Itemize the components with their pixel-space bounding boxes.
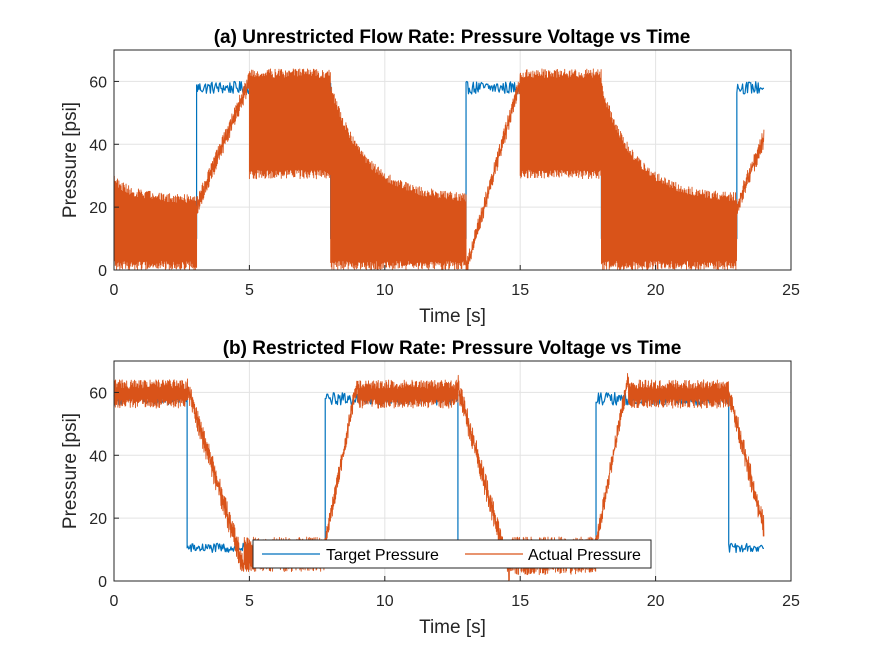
panel-a: (a) Unrestricted Flow Rate: Pressure Vol… (60, 27, 800, 327)
chart-title: (a) Unrestricted Flow Rate: Pressure Vol… (214, 27, 691, 48)
x-axis-label: Time [s] (419, 617, 486, 638)
y-tick-label: 40 (89, 448, 107, 465)
x-tick-label: 25 (782, 282, 800, 299)
x-axis: 0 5 10 15 20 25 (110, 265, 800, 299)
y-axis: 0 20 40 60 (89, 74, 119, 280)
axes-box (113, 360, 792, 582)
plot-area (113, 68, 765, 271)
x-axis-label: Time [s] (419, 306, 486, 327)
plot-area (113, 373, 765, 582)
x-axis: 0 5 10 15 20 25 (110, 576, 800, 610)
y-tick-label: 0 (98, 263, 107, 280)
x-tick-label: 15 (511, 282, 529, 299)
legend-entry-actual: Actual Pressure (528, 547, 641, 564)
x-tick-label: 5 (245, 593, 254, 610)
x-tick-label: 15 (511, 593, 529, 610)
y-axis-label: Pressure [psi] (60, 102, 81, 218)
x-tick-label: 0 (110, 282, 119, 299)
legend-entry-target: Target Pressure (326, 547, 439, 564)
actual-pressure-line (113, 373, 765, 582)
panel-b: (b) Restricted Flow Rate: Pressure Volta… (60, 338, 800, 638)
y-axis: 0 20 40 60 (89, 385, 119, 591)
x-tick-label: 0 (110, 593, 119, 610)
y-tick-label: 40 (89, 137, 107, 154)
x-tick-label: 5 (245, 282, 254, 299)
x-tick-label: 20 (647, 282, 665, 299)
chart-title: (b) Restricted Flow Rate: Pressure Volta… (223, 338, 682, 359)
axes-box (113, 49, 792, 271)
y-tick-label: 60 (89, 74, 107, 91)
x-tick-label: 25 (782, 593, 800, 610)
y-axis-label: Pressure [psi] (60, 413, 81, 529)
x-tick-label: 20 (647, 593, 665, 610)
actual-pressure-line (113, 68, 765, 271)
x-tick-label: 10 (376, 593, 394, 610)
y-tick-label: 60 (89, 385, 107, 402)
x-tick-label: 10 (376, 282, 394, 299)
y-tick-label: 20 (89, 511, 107, 528)
y-tick-label: 20 (89, 200, 107, 217)
legend: Target Pressure Actual Pressure (252, 539, 652, 569)
y-tick-label: 0 (98, 574, 107, 591)
